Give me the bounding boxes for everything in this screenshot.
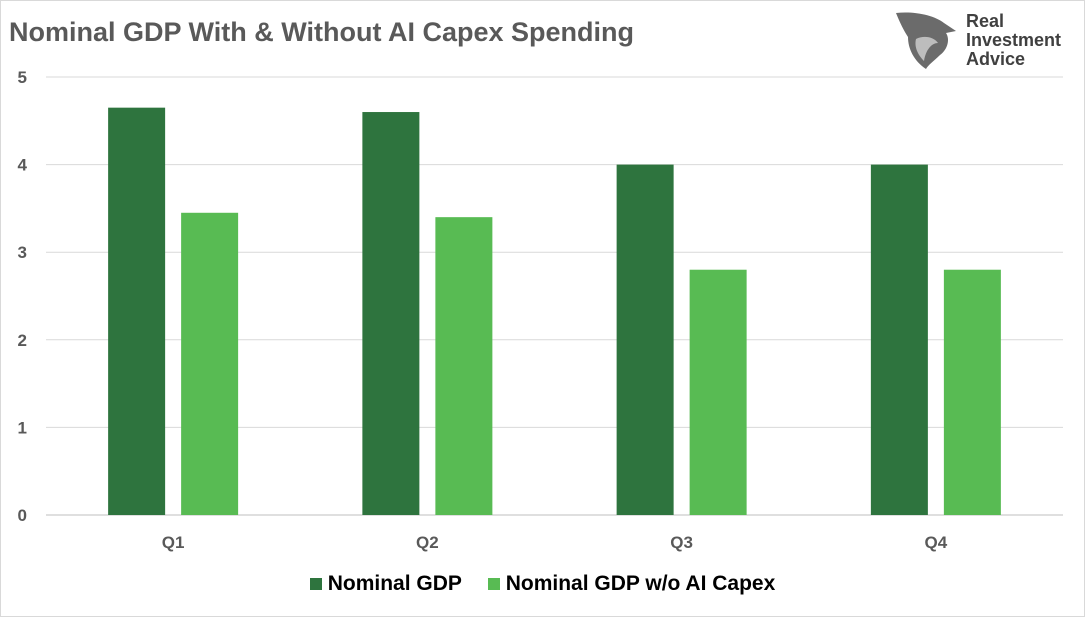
y-tick-label: 0 (18, 506, 27, 525)
x-tick-label: Q2 (416, 533, 439, 552)
y-tick-label: 5 (18, 68, 27, 87)
bar-nominal-gdp-wo-ai-capex (689, 269, 747, 515)
bar-nominal-gdp-wo-ai-capex (435, 217, 493, 515)
y-tick-label: 2 (18, 331, 27, 350)
legend: Nominal GDP Nominal GDP w/o AI Capex (1, 572, 1084, 596)
legend-swatch (309, 578, 322, 590)
chart-title: Nominal GDP With & Without AI Capex Spen… (9, 17, 635, 47)
logo-line: Real (966, 11, 1005, 31)
bar-nominal-gdp (870, 164, 928, 515)
eagle-icon (896, 12, 956, 69)
legend-label: Nominal GDP w/o AI Capex (505, 572, 776, 595)
logo-line: Advice (966, 49, 1026, 69)
legend-swatch (487, 578, 500, 590)
plot-area: 0 1 2 3 4 5 Q1 Q2 Q3 Q4 (18, 68, 1063, 552)
legend-label: Nominal GDP (327, 572, 462, 595)
y-tick-label: 4 (18, 156, 28, 175)
x-tick-label: Q4 (925, 533, 948, 552)
x-tick-label: Q1 (162, 533, 185, 552)
bar-nominal-gdp-wo-ai-capex (181, 212, 239, 515)
logo-text: Real Investment Advice (966, 12, 1061, 69)
legend-item: Nominal GDP (309, 572, 462, 596)
legend-item: Nominal GDP w/o AI Capex (487, 572, 776, 596)
logo-line: Investment (966, 30, 1062, 50)
bar-nominal-gdp (362, 112, 420, 515)
y-tick-label: 3 (18, 243, 27, 262)
logo: Real Investment Advice (894, 9, 1079, 71)
y-tick-label: 1 (18, 418, 27, 437)
x-tick-label: Q3 (670, 533, 693, 552)
bar-nominal-gdp (616, 164, 674, 515)
bar-nominal-gdp-wo-ai-capex (943, 269, 1001, 515)
bar-nominal-gdp (108, 107, 166, 515)
